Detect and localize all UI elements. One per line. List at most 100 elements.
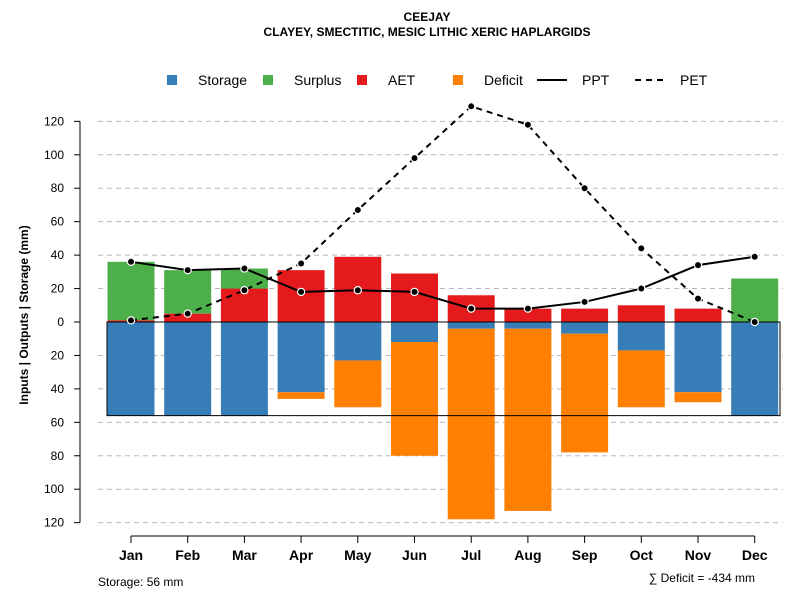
bar-deficit-jul (447, 328, 495, 520)
legend-label-storage: Storage (198, 72, 247, 88)
point-pet-may (353, 205, 362, 215)
bar-deficit-apr (277, 392, 325, 399)
line-ppt (130, 255, 755, 310)
legend-label-pet: PET (680, 72, 708, 88)
legend-swatch-storage (167, 75, 177, 85)
y-tick-label: 20 (51, 282, 65, 296)
bar-surplus-feb (164, 270, 212, 314)
point-ppt-mar (240, 264, 249, 273)
y-tick-label: 60 (51, 415, 65, 429)
point-pet-feb (183, 309, 192, 318)
x-tick-label-oct: Oct (630, 547, 654, 563)
point-ppt-nov (693, 260, 703, 270)
bar-surplus-jan (107, 261, 155, 321)
point-pet-sep (580, 184, 589, 193)
bar-aet-jun (391, 273, 438, 322)
x-tick-label-apr: Apr (289, 547, 314, 563)
bar-deficit-sep (561, 333, 609, 453)
bar-deficit-may (334, 360, 382, 408)
bar-storage-jun (391, 322, 438, 343)
point-ppt-apr (296, 287, 306, 297)
point-ppt-aug (523, 304, 533, 313)
y-axis-label: Inputs | Outputs | Storage (mm) (17, 225, 31, 404)
legend-swatch-surplus (263, 75, 273, 85)
point-pet-dec (750, 317, 759, 327)
y-tick-label: 60 (51, 215, 65, 229)
line-pet (130, 105, 756, 323)
x-tick-label-jul: Jul (461, 547, 481, 563)
bar-storage-dec (731, 322, 779, 416)
legend-swatch-aet (357, 75, 367, 85)
series-lines (126, 102, 759, 327)
legend-label-ppt: PPT (582, 72, 610, 88)
point-ppt-jan (126, 257, 136, 267)
bar-storage-oct (617, 322, 665, 351)
point-ppt-jun (410, 287, 419, 297)
y-tick-label: 100 (44, 148, 64, 162)
bar-storage-apr (277, 322, 325, 393)
storage-capacity-box (106, 321, 781, 417)
x-tick-label-may: May (344, 547, 371, 563)
x-tick-label-nov: Nov (685, 547, 712, 563)
bar-aet-nov (674, 308, 722, 322)
point-pet-jun (410, 153, 419, 163)
x-tick-label-aug: Aug (514, 547, 541, 563)
point-ppt-may (353, 286, 362, 295)
bar-aet-sep (561, 308, 609, 322)
point-ppt-jul (467, 304, 476, 313)
y-tick-label: 80 (51, 181, 65, 195)
bar-storage-mar (220, 322, 268, 416)
bars (107, 256, 779, 520)
legend: Storage Surplus AET Deficit PPT PET (167, 72, 708, 88)
storage-capacity-outline (106, 321, 781, 417)
bar-aet-aug (504, 308, 552, 322)
bar-storage-may (334, 322, 382, 361)
y-tick-label: 40 (51, 382, 65, 396)
legend-label-surplus: Surplus (294, 72, 341, 88)
axes: 120 100 80 60 40 20 0 20 40 60 80 100 120 Jan Feb Mar Ap… (44, 114, 768, 563)
point-ppt-dec (750, 252, 759, 261)
y-tick-label: 20 (51, 348, 65, 362)
x-tick-label-jun: Jun (402, 547, 427, 563)
y-tick-label: 40 (51, 248, 65, 262)
storage-note: Storage: 56 mm (98, 575, 183, 589)
y-tick-label: 100 (44, 482, 64, 496)
point-pet-oct (637, 244, 646, 253)
x-tick-label-jan: Jan (119, 547, 143, 563)
y-tick-label: 120 (44, 114, 64, 128)
bar-storage-jan (107, 322, 155, 416)
bar-aet-oct (617, 305, 665, 322)
point-pet-jul (467, 102, 476, 111)
deficit-note: ∑ Deficit = -434 mm (649, 571, 755, 585)
x-tick-label-dec: Dec (742, 547, 768, 563)
point-pet-aug (523, 120, 533, 129)
y-tick-label: 120 (44, 516, 64, 530)
legend-swatch-deficit (453, 75, 463, 85)
bar-storage-sep (561, 322, 609, 334)
x-tick-label-sep: Sep (572, 547, 598, 563)
point-ppt-feb (183, 265, 192, 275)
legend-label-aet: AET (388, 72, 416, 88)
y-tick-label: 80 (51, 449, 65, 463)
bar-storage-feb (164, 322, 212, 416)
x-tick-label-mar: Mar (232, 547, 257, 563)
bar-deficit-oct (617, 350, 665, 408)
point-pet-mar (240, 286, 249, 295)
point-pet-apr (296, 259, 306, 268)
chart-title: CEEJAY (404, 10, 451, 24)
point-ppt-oct (637, 284, 646, 293)
bar-storage-aug (504, 322, 552, 329)
y-tick-label: 0 (57, 315, 64, 329)
legend-label-deficit: Deficit (484, 72, 523, 88)
x-tick-label-feb: Feb (175, 547, 200, 563)
point-pet-nov (693, 294, 703, 303)
bar-deficit-nov (674, 392, 722, 403)
gridlines (98, 120, 783, 524)
bar-storage-nov (674, 322, 722, 393)
bar-deficit-jun (391, 342, 438, 456)
point-ppt-sep (580, 297, 589, 307)
bar-storage-jul (447, 322, 495, 329)
chart-subtitle: CLAYEY, SMECTITIC, MESIC LITHIC XERIC HA… (264, 25, 591, 39)
bar-deficit-aug (504, 328, 552, 511)
